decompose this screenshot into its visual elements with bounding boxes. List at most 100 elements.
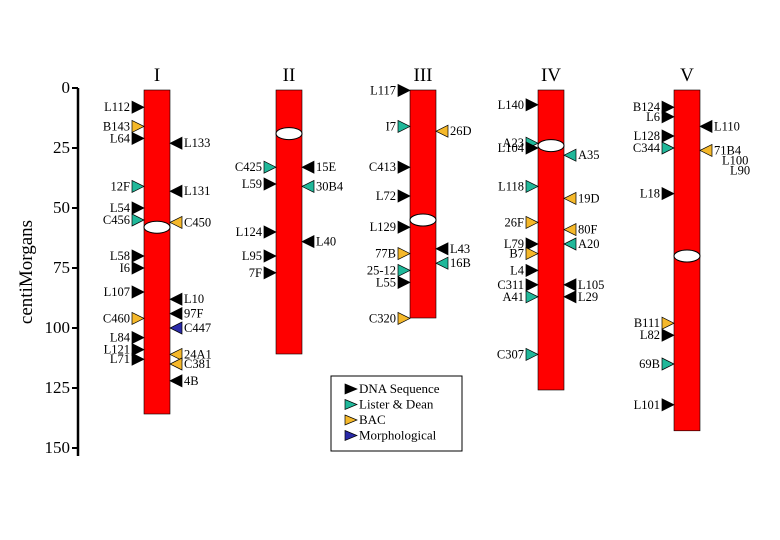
marker-C460-arrow [131,311,145,325]
y-axis-label: centiMorgans [16,220,37,324]
marker-A23-label: A23 [502,136,524,150]
marker-4B-arrow [169,374,183,388]
marker-A35-label: A35 [578,148,600,162]
marker-B111-arrow [661,316,675,330]
marker-L10-label: L10 [184,292,204,306]
marker-L95-label: L95 [242,249,262,263]
marker-26D-arrow [435,124,449,138]
marker-L131-label: L131 [184,184,210,198]
chromosome-bar [143,89,171,415]
marker-L90-label: L90 [730,163,750,177]
marker-L95-arrow [263,249,277,263]
chromosome-bar [537,89,565,391]
marker-97F-arrow [169,307,183,321]
marker-16B-arrow [435,256,449,270]
marker-L29-arrow [563,290,577,304]
legend-label: BAC [359,412,386,427]
marker-L43-label: L43 [450,242,470,256]
marker-19D-arrow [563,191,577,205]
y-tick-label: 75 [53,258,70,277]
centromere [537,139,565,153]
marker-L124-arrow [263,225,277,239]
marker-24A1-label: 24A1 [184,347,212,361]
marker-A35-arrow [563,148,577,162]
marker-C456-label: C456 [103,213,130,227]
marker-C450-label: C450 [184,215,211,229]
marker-L121-arrow [131,343,145,357]
marker-B143-label: B143 [103,119,130,133]
marker-C413-label: C413 [369,160,396,174]
marker-L71-arrow [131,352,145,366]
marker-L58-arrow [131,249,145,263]
marker-L101-label: L101 [634,398,660,412]
marker-L82-arrow [661,328,675,342]
marker-C413-arrow [397,160,411,174]
marker-69B-label: 69B [639,357,660,371]
marker-C307-label: C307 [497,347,524,361]
marker-L4-arrow [525,263,539,277]
marker-B143-arrow [131,119,145,133]
marker-L107-label: L107 [104,285,130,299]
marker-L71-label: L71 [110,352,130,366]
legend-label: Morphological [359,428,437,443]
marker-12F-label: 12F [111,179,131,193]
y-tick-label: 25 [53,138,70,157]
chromosome-III: III L117 I7 26D C413 L72 L129 L43 77B 16B 25-12L55… [367,65,472,325]
marker-71B4-label: 71B4 [714,143,742,157]
marker-L140-label: L140 [498,98,524,112]
marker-I6-label: I6 [120,261,130,275]
chromosome-title: I [154,65,160,86]
marker-L79-arrow [525,237,539,251]
marker-L110-label: L110 [714,119,740,133]
marker-L40-label: L40 [316,235,336,249]
marker-L128-arrow [661,129,675,143]
marker-I7-arrow [397,119,411,133]
marker-C381-label: C381 [184,357,211,371]
marker-L124-label: L124 [236,225,263,239]
marker-L107-arrow [131,285,145,299]
marker-C425-label: C425 [235,160,262,174]
legend-swatch [344,429,358,442]
marker-L54-arrow [131,201,145,215]
marker-C450-arrow [169,215,183,229]
marker-L6-arrow [661,110,675,124]
marker-L59-label: L59 [242,177,262,191]
marker-L6-label: L6 [646,110,660,124]
marker-16B-label: 16B [450,256,471,270]
marker-19D-label: 19D [578,191,600,205]
marker-26F-label: 26F [505,215,525,229]
y-tick-label: 125 [45,378,71,397]
marker-L104-arrow [525,141,539,155]
marker-26F-arrow [525,215,539,229]
marker-C307-arrow [525,347,539,361]
marker-24A1-arrow [169,347,183,361]
marker-C344-arrow [661,141,675,155]
marker-L129-label: L129 [370,220,396,234]
marker-77B-arrow [397,247,411,261]
marker-C344-label: C344 [633,141,661,155]
centromere [673,249,701,263]
marker-4B-label: 4B [184,374,199,388]
marker-B7-arrow [525,247,539,261]
marker-L105-arrow [563,278,577,292]
y-tick-label: 0 [62,78,71,97]
legend-label: Lister & Dean [359,397,434,412]
marker-L72-arrow [397,189,411,203]
marker-L79-label: L79 [504,237,524,251]
marker-C311-label: C311 [497,278,524,292]
marker-C447-label: C447 [184,321,211,335]
marker-26D-label: 26D [450,124,472,138]
legend-swatch [344,383,358,395]
marker-15E-arrow [301,160,315,174]
marker-L84-label: L84 [110,331,131,345]
marker-I6-arrow [131,261,145,275]
marker-77B-label: 77B [375,247,396,261]
marker-L55-arrow [397,275,411,289]
marker-7F-label: 7F [249,266,262,280]
marker-L64-label: L64 [110,131,131,145]
